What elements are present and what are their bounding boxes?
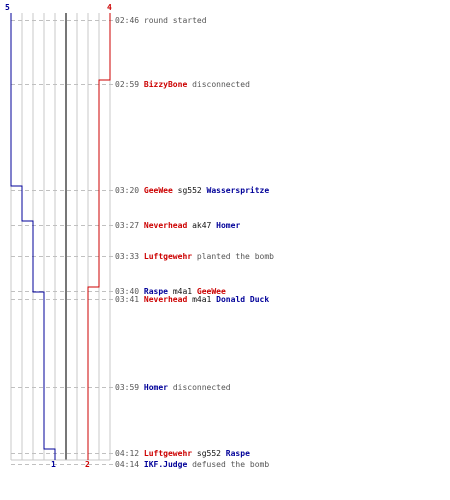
- weapon-name: sg552: [192, 449, 226, 458]
- t-player-name: Homer: [216, 221, 241, 230]
- event-time: 03:27: [115, 221, 144, 230]
- grid-lines: [10, 13, 111, 461]
- ct-player-name: GeeWee: [143, 186, 173, 195]
- event-time: 04:14: [115, 460, 144, 469]
- ct-end-count: 2: [85, 460, 90, 469]
- weapon-name: m4a1: [187, 295, 217, 304]
- t-end-count: 1: [51, 460, 56, 469]
- event-time: 03:33: [115, 252, 144, 261]
- t-player-name: Raspe: [143, 287, 168, 296]
- t-start-count: 5: [5, 3, 10, 12]
- event-row: 04:12 Luftgewehr sg552 Raspe: [115, 449, 250, 459]
- t-alive-line: [10, 13, 56, 460]
- event-action: disconnected: [168, 383, 231, 392]
- event-row: 03:59 Homer disconnected: [115, 383, 231, 393]
- event-time: 04:12: [115, 449, 144, 458]
- ct-start-count: 4: [107, 3, 112, 12]
- t-player-name: IKF.Judge: [143, 460, 188, 469]
- event-time: 03:20: [115, 186, 144, 195]
- event-row: 03:40 Raspe m4a1 GeeWee: [115, 287, 226, 297]
- event-row: 03:20 GeeWee sg552 Wasserspritze: [115, 186, 269, 196]
- t-player-name: Raspe: [225, 449, 250, 458]
- event-row: 03:33 Luftgewehr planted the bomb: [115, 252, 274, 262]
- event-row: 04:14 IKF.Judge defused the bomb: [115, 460, 269, 470]
- weapon-name: ak47: [187, 221, 217, 230]
- event-row: 03:41 Neverhead m4a1 Donald Duck: [115, 295, 269, 305]
- event-time: 03:41: [115, 295, 144, 304]
- t-player-name: Homer: [143, 383, 168, 392]
- weapon-name: m4a1: [168, 287, 197, 296]
- ct-player-name: GeeWee: [196, 287, 226, 296]
- ct-player-name: Luftgewehr: [143, 252, 193, 261]
- ct-player-name: Neverhead: [143, 221, 188, 230]
- event-action: planted the bomb: [192, 252, 274, 261]
- event-row: 02:46 round started: [115, 16, 207, 26]
- event-time: 03:40: [115, 287, 144, 296]
- t-player-name: Wasserspritze: [206, 186, 270, 195]
- ct-alive-line: [87, 13, 111, 460]
- event-row: 02:59 BizzyBone disconnected: [115, 80, 250, 90]
- event-time: 02:46: [115, 16, 144, 25]
- event-action: round started: [143, 16, 207, 25]
- event-time: 03:59: [115, 383, 144, 392]
- event-action: defused the bomb: [187, 460, 270, 469]
- ct-player-name: Neverhead: [143, 295, 188, 304]
- event-dash-lines: [11, 20, 113, 465]
- weapon-name: sg552: [172, 186, 207, 195]
- ct-player-name: BizzyBone: [143, 80, 188, 89]
- event-row: 03:27 Neverhead ak47 Homer: [115, 221, 240, 231]
- ct-player-name: Luftgewehr: [143, 449, 193, 458]
- event-action: disconnected: [187, 80, 250, 89]
- t-player-name: Donald Duck: [216, 295, 270, 304]
- event-time: 02:59: [115, 80, 144, 89]
